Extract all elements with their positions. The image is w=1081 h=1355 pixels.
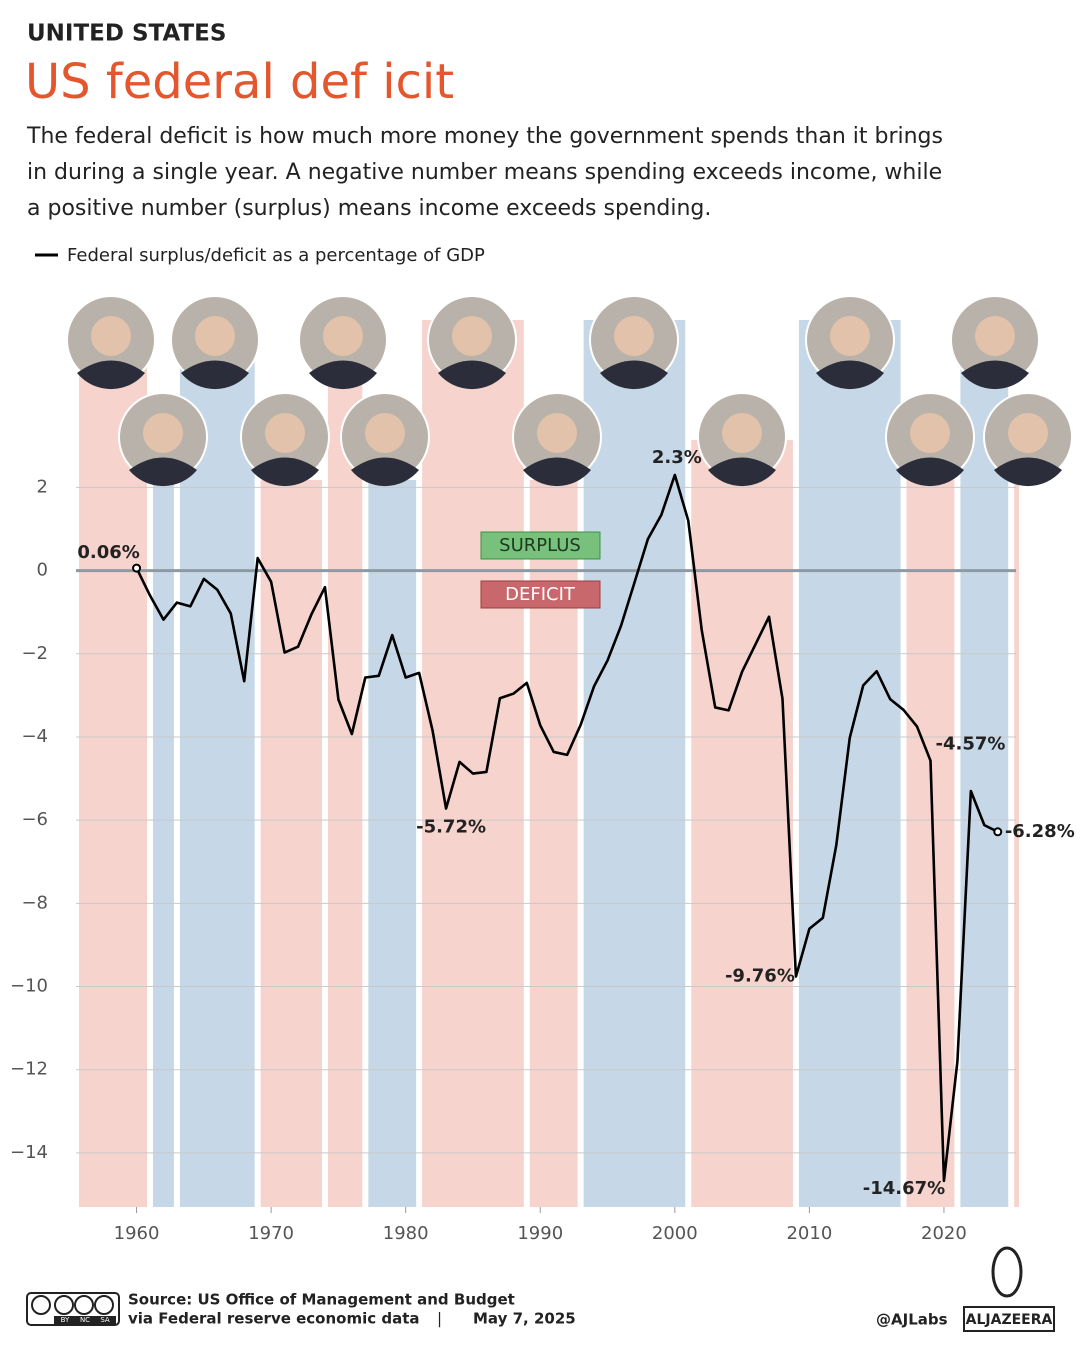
portrait-body	[600, 360, 668, 390]
surplus-label: SURPLUS	[499, 535, 581, 556]
x-tick-label: 1970	[248, 1223, 294, 1244]
portrait-face	[722, 413, 762, 453]
license-text: SA	[100, 1316, 110, 1324]
portrait-face	[830, 316, 870, 356]
term-band	[1014, 480, 1019, 1207]
term-band	[906, 480, 955, 1207]
portrait-face	[143, 413, 183, 453]
term-band	[368, 480, 417, 1207]
portrait-body	[351, 457, 419, 487]
term-band	[691, 440, 793, 1207]
handle: @AJLabs	[876, 1311, 948, 1329]
x-tick-label: 2020	[921, 1223, 967, 1244]
portrait-face	[323, 316, 363, 356]
portrait-face	[195, 316, 235, 356]
portrait-face	[452, 316, 492, 356]
data-line	[135, 473, 999, 1183]
portrait-body	[816, 360, 884, 390]
term-band	[327, 330, 363, 1207]
surplus-box	[480, 531, 601, 560]
y-tick-label: −10	[10, 976, 48, 997]
term-band	[260, 480, 322, 1207]
portrait-body	[77, 360, 145, 390]
value-label: -5.72%	[416, 817, 486, 838]
license-icon	[54, 1295, 74, 1315]
portrait-body	[961, 360, 1029, 390]
x-tick-label: 2000	[652, 1223, 698, 1244]
value-label: -9.76%	[725, 966, 795, 987]
portrait-face	[910, 413, 950, 453]
portrait-face	[91, 316, 131, 356]
brand: ALJAZEERA	[966, 1312, 1053, 1328]
chart-title: US federal def icit	[25, 54, 454, 110]
end-point	[993, 827, 1003, 837]
portrait-body	[129, 457, 197, 487]
x-tick-label: 2010	[786, 1223, 832, 1244]
portrait-face	[1008, 413, 1048, 453]
portrait-body	[251, 457, 319, 487]
subtitle-line: The federal deficit is how much more mon…	[26, 124, 943, 149]
date: May 7, 2025	[473, 1310, 576, 1328]
kicker: UNITED STATES	[27, 21, 226, 47]
portrait-face	[537, 413, 577, 453]
y-tick-label: −8	[21, 892, 48, 913]
portrait-face	[365, 413, 405, 453]
deficit-label: DEFICIT	[505, 584, 576, 605]
portrait-body	[994, 457, 1062, 487]
y-tick-label: −14	[10, 1142, 48, 1163]
y-tick-label: −2	[21, 643, 48, 664]
brand-box	[963, 1306, 1055, 1332]
value-label: -6.28%	[1005, 821, 1075, 842]
subtitle-line: in during a single year. A negative numb…	[27, 160, 942, 185]
portrait-body	[523, 457, 591, 487]
source: Source: US Office of Management and Budg…	[128, 1291, 515, 1309]
y-tick-label: −6	[21, 809, 48, 830]
term-band	[179, 340, 255, 1207]
legend-label: Federal surplus/deficit as a percentage …	[67, 245, 485, 266]
portrait-face	[975, 316, 1015, 356]
license-text: NC	[80, 1316, 90, 1324]
term-band	[583, 320, 686, 1207]
brand-logo	[991, 1246, 1023, 1298]
photos	[66, 295, 1073, 487]
value-label: 0.06%	[77, 542, 139, 563]
portrait-face	[614, 316, 654, 356]
subtitle-line: a positive number (surplus) means income…	[27, 196, 711, 221]
value-label: -14.67%	[863, 1178, 945, 1199]
footer: BY NC SA Source: US Office of Management…	[26, 1246, 1055, 1332]
x-tick-label: 1960	[114, 1223, 160, 1244]
grid: −14 −12 −10 −8 −6 −4 −2 0 2 1960 1970 1980 1990 2000 2…	[10, 476, 1016, 1244]
term-band	[153, 480, 174, 1207]
term-band	[960, 360, 1009, 1207]
end-point	[132, 563, 142, 573]
portrait-body	[896, 457, 964, 487]
separator: |	[437, 1310, 442, 1328]
x-tick-label: 1980	[383, 1223, 429, 1244]
license-icon	[94, 1295, 114, 1315]
portrait-body	[181, 360, 249, 390]
license-icon	[31, 1295, 51, 1315]
portrait-face	[265, 413, 305, 453]
portrait-body	[309, 360, 377, 390]
y-tick-label: −4	[21, 726, 48, 747]
portrait-body	[438, 360, 506, 390]
license-text: BY	[61, 1316, 70, 1324]
y-tick-label: 0	[37, 560, 48, 581]
y-tick-label: 2	[37, 476, 48, 497]
license-icon	[74, 1295, 94, 1315]
source-via: via Federal reserve economic data	[128, 1310, 420, 1328]
portrait-body	[708, 457, 776, 487]
value-label: -4.57%	[936, 734, 1006, 755]
term-band	[798, 320, 901, 1207]
plot: 0.06% -5.72% 2.3% -9.76% -4.57% -14.67% -6.28%	[77, 447, 1074, 1199]
y-tick-label: −12	[10, 1059, 48, 1080]
x-tick-label: 1990	[517, 1223, 563, 1244]
value-label: 2.3%	[652, 447, 702, 468]
license-strip	[54, 1316, 116, 1324]
deficit-box	[480, 580, 601, 609]
